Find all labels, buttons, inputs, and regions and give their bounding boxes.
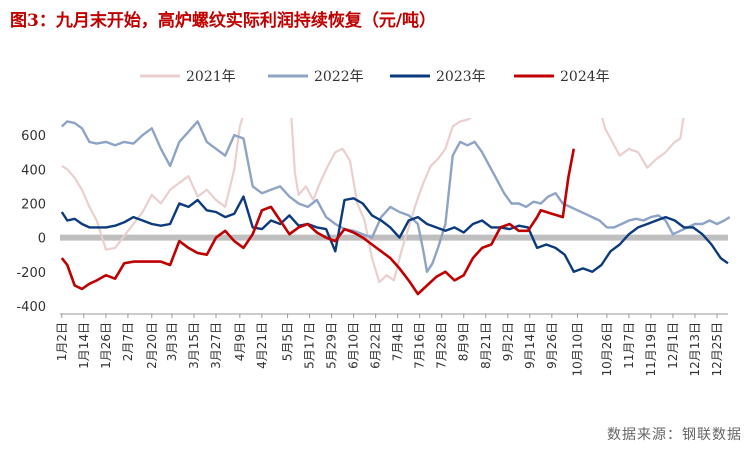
x-tick-label: 7月28日 [435,322,449,369]
series-line-1 [61,118,685,284]
x-tick-label: 9月2日 [501,322,515,361]
chart-legend: 2021年 2022年 2023年 2024年 [140,69,610,85]
x-tick-label: 5月5日 [281,322,295,361]
x-tick-label: 2月20日 [145,322,159,369]
x-tick-label: 1月26日 [99,322,113,369]
legend-label: 2021年 [186,69,236,85]
x-tick-label: 9月14日 [523,322,537,369]
legend-label: 2024年 [560,69,610,85]
y-tick-label: 0 [38,232,46,247]
x-tick-label: 12月25日 [710,322,724,377]
x-tick-label: 1月2日 [55,322,69,361]
legend-item-3: 2023年 [390,69,486,85]
x-tick-label: 8月9日 [457,322,471,361]
x-tick-label: 3月27日 [209,322,223,369]
x-tick-label: 8月21日 [479,322,493,369]
x-tick-label: 10月10日 [571,322,585,377]
x-tick-label: 6月10日 [347,322,361,369]
x-tick-label: 7月16日 [413,322,427,369]
x-tick-label: 11月19日 [644,322,658,377]
legend-item-2: 2022年 [268,69,364,85]
y-axis: -400 -200 0 200 400 600 [16,129,46,315]
x-axis: 1月2日 1月14日 1月26日 2月7日 2月20日 3月3日 3月15日 3月27日 4月9… [55,313,728,377]
x-tick-label: 4月21日 [255,322,269,369]
x-tick-label: 5月29日 [325,322,339,369]
y-tick-label: 200 [21,197,46,212]
legend-label: 2022年 [314,69,364,85]
x-tick-label: 9月26日 [545,322,559,369]
x-tick-label: 5月17日 [303,322,317,369]
series-line-3 [60,195,729,273]
x-tick-label: 1月14日 [77,322,91,369]
x-tick-label: 12月1日 [666,322,680,369]
y-tick-label: 400 [21,163,46,178]
x-tick-label: 4月9日 [233,322,247,361]
x-tick-label: 10月26日 [600,322,614,377]
x-tick-label: 6月22日 [369,322,383,369]
legend-item-4: 2024年 [514,69,610,85]
series-line-4 [60,148,576,296]
y-tick-label: 600 [21,129,46,144]
x-tick-label: 2月7日 [121,322,135,361]
plot-area [60,118,730,296]
x-tick-label: 12月13日 [688,322,702,377]
x-tick-label: 3月15日 [187,322,201,369]
legend-item-1: 2021年 [140,69,236,85]
data-source-note: 数据来源：钢联数据 [607,427,742,443]
x-tick-label: 3月3日 [165,322,179,361]
y-tick-label: -200 [16,266,46,281]
x-tick-label: 11月7日 [622,322,636,369]
chart-title: 图3：九月末开始，高炉螺纹实际利润持续恢复（元/吨） [10,11,437,31]
legend-label: 2023年 [436,69,486,85]
x-tick-label: 7月4日 [391,322,405,361]
series-line-2 [60,120,730,273]
y-tick-label: -400 [16,300,46,315]
